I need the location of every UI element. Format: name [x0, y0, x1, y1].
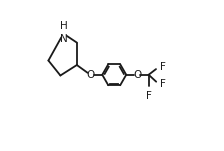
Text: F: F — [159, 62, 166, 72]
Text: F: F — [146, 91, 152, 101]
Text: H: H — [60, 21, 67, 31]
Text: O: O — [86, 70, 95, 80]
Text: F: F — [159, 79, 166, 89]
Text: N: N — [60, 34, 67, 44]
Text: O: O — [133, 70, 141, 80]
